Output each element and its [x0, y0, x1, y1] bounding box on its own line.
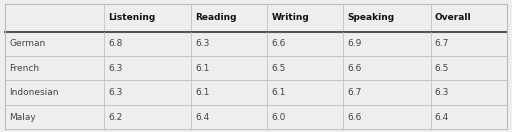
Text: Malay: Malay [9, 113, 36, 122]
Text: 6.1: 6.1 [195, 64, 209, 73]
Text: Reading: Reading [195, 13, 237, 22]
Bar [5, 4, 507, 32]
Bar [5, 32, 507, 56]
Text: 6.3: 6.3 [108, 88, 122, 97]
Text: 6.6: 6.6 [348, 64, 362, 73]
Bar [5, 81, 507, 105]
Text: 6.4: 6.4 [195, 113, 209, 122]
Text: 6.6: 6.6 [348, 113, 362, 122]
Text: Writing: Writing [271, 13, 309, 22]
Bar [5, 56, 507, 81]
Text: 6.7: 6.7 [348, 88, 362, 97]
Text: 6.5: 6.5 [271, 64, 286, 73]
Text: 6.6: 6.6 [271, 39, 286, 48]
Text: 6.3: 6.3 [195, 39, 209, 48]
Text: 6.3: 6.3 [435, 88, 449, 97]
Text: French: French [9, 64, 39, 73]
Text: 6.4: 6.4 [435, 113, 449, 122]
Text: Indonesian: Indonesian [9, 88, 59, 97]
Text: Speaking: Speaking [348, 13, 395, 22]
Text: Listening: Listening [108, 13, 155, 22]
Text: 6.1: 6.1 [271, 88, 286, 97]
Bar [5, 105, 507, 129]
Text: 6.2: 6.2 [108, 113, 122, 122]
Text: 6.3: 6.3 [108, 64, 122, 73]
Text: Overall: Overall [435, 13, 472, 22]
Text: 6.1: 6.1 [195, 88, 209, 97]
Text: German: German [9, 39, 46, 48]
Text: 6.9: 6.9 [348, 39, 362, 48]
Text: 6.0: 6.0 [271, 113, 286, 122]
Text: 6.8: 6.8 [108, 39, 122, 48]
Text: 6.7: 6.7 [435, 39, 449, 48]
Text: 6.5: 6.5 [435, 64, 449, 73]
